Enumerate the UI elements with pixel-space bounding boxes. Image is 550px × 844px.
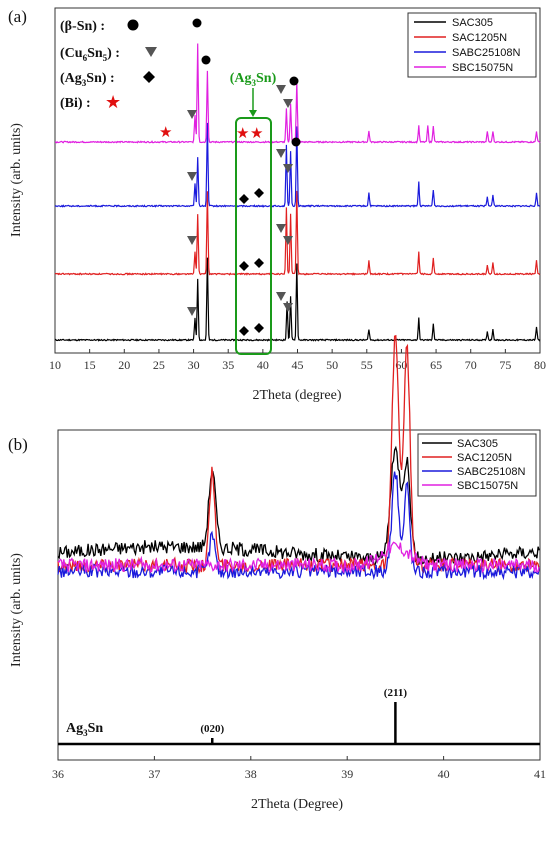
b-tick-label: 41 [534,767,546,781]
ag3sn-marker-icon [254,323,264,333]
ag3sn-marker-icon [239,261,249,271]
a-tick-label: 70 [465,358,477,372]
ag3sn-annotation-label: (Ag3Sn) [230,71,277,88]
reference-label: Ag3Sn [66,721,103,738]
series-b-line-2 [57,471,540,581]
reference-peak-label: (020) [200,723,224,735]
ag3sn-annotation: (Ag3Sn) [230,71,277,355]
ag3sn-reference-pattern: Ag3Sn (020) (211) [58,687,540,746]
ag3sn-marker-icon [254,188,264,198]
panel-a-legend: SAC305 SAC1205N SABC25108N SBC15075N [407,12,537,78]
a-tick-label: 15 [84,358,96,372]
a-tick-label: 25 [153,358,165,372]
series-a-line-2 [54,122,541,208]
phase-label-bi: (Bi) : [60,96,91,111]
ag3sn-marker-icon [254,258,264,268]
b-tick-label: 36 [52,767,64,781]
ag3sn-highlight-box [235,117,272,355]
ag3sn-symbol-icon [143,71,155,83]
panel-a-x-ticks: 10 15 20 25 30 35 40 45 50 55 60 65 70 75 80 [49,349,546,372]
beta-sn-marker-icon [289,76,299,86]
cu6sn5-marker-icon [283,236,293,245]
panel-b-frame [57,429,541,761]
panel-a-x-axis-title: 2Theta (degree) [253,388,342,403]
b-tick-label: 38 [245,767,257,781]
beta-sn-symbol-icon [127,19,139,31]
series-a-line-0 [54,257,541,342]
a-tick-label: 30 [188,358,200,372]
legend-b-sac1205n: SAC1205N [457,452,512,464]
cu6sn5-marker-icon [276,292,286,301]
legend-a-sac305: SAC305 [452,17,493,29]
legend-b-sabc25108n: SABC25108N [457,466,526,478]
bi-marker-icon: ★ [250,126,263,142]
phase-label-beta-sn: (β-Sn) : [60,19,105,34]
beta-sn-marker-icon [192,18,202,28]
panel-b-x-ticks: 36 37 38 39 40 41 [52,756,546,781]
cu6sn5-marker-icon [187,110,197,119]
legend-a-sbc15075n: SBC15075N [452,62,513,74]
panel-a-label: (a) [8,7,27,26]
panel-b-legend: SAC305 SAC1205N SABC25108N SBC15075N [417,433,537,497]
a-tick-label: 10 [49,358,61,372]
a-tick-label: 80 [534,358,546,372]
bi-symbol-icon: ★ [105,92,121,112]
a-tick-label: 65 [430,358,442,372]
panel-a-y-axis-title: Intensity (arb. units) [9,123,24,237]
bi-marker-icon: ★ [236,126,249,142]
b-tick-label: 37 [148,767,160,781]
svg-text:(β-Sn) :: (β-Sn) : [60,19,105,34]
cu6sn5-marker-icon [276,85,286,94]
phase-legend: (β-Sn) : (Cu6Sn5) : (Ag3Sn) : (Bi) : ★ [60,19,157,112]
phase-label-ag3sn: (Ag3Sn) : [60,71,115,88]
panel-b-x-axis-title: 2Theta (Degree) [251,797,343,812]
a-tick-label: 45 [292,358,304,372]
cu6sn5-marker-icon [187,172,197,181]
bi-marker-icon: ★ [159,125,172,141]
a-tick-label: 55 [361,358,373,372]
cu6sn5-marker-icon [283,99,293,108]
a-tick-label: 50 [326,358,338,372]
panel-b: (b) 36 37 38 39 40 41 2Theta (Degree) Intensi… [8,334,546,812]
beta-sn-marker-icon [201,55,211,65]
panel-a-curves [54,43,541,342]
b-tick-label: 40 [438,767,450,781]
cu6sn5-symbol-icon [145,47,157,57]
series-b-line-3 [57,541,540,575]
legend-b-sac305: SAC305 [457,438,498,450]
series-a-line-1 [54,190,541,276]
b-tick-label: 39 [341,767,353,781]
cu6sn5-marker-icon [283,303,293,312]
a-tick-label: 75 [499,358,511,372]
beta-sn-marker-icon [291,137,301,147]
ag3sn-arrow-icon [249,110,257,117]
legend-a-sabc25108n: SABC25108N [452,47,521,59]
cu6sn5-marker-icon [276,224,286,233]
panel-b-y-axis-title: Intensity (arb. units) [9,553,24,667]
reference-peak-label: (211) [384,687,408,699]
phase-label-cu6sn5: (Cu6Sn5) : [60,46,120,63]
cu6sn5-marker-icon [187,236,197,245]
cu6sn5-marker-icon [276,149,286,158]
a-tick-label: 35 [222,358,234,372]
series-a-line-3 [54,43,541,144]
legend-b-sbc15075n: SBC15075N [457,480,518,492]
a-tick-label: 60 [395,358,407,372]
a-tick-label: 20 [118,358,130,372]
series-b-line-1 [57,334,540,575]
a-tick-label: 40 [257,358,269,372]
ag3sn-marker-icon [239,194,249,204]
legend-a-sac1205n: SAC1205N [452,32,507,44]
cu6sn5-marker-icon [187,307,197,316]
panel-a-peak-markers: ★ ★ ★ [159,18,301,336]
panel-a: (a) 10 15 20 25 30 35 40 45 50 55 60 65 70 75 80 2Thet… [8,7,546,403]
svg-text:(Bi) :: (Bi) : [60,96,91,111]
panel-b-label: (b) [8,435,28,454]
ag3sn-marker-icon [239,326,249,336]
panel-b-curves [57,334,540,581]
cu6sn5-marker-icon [283,164,293,173]
